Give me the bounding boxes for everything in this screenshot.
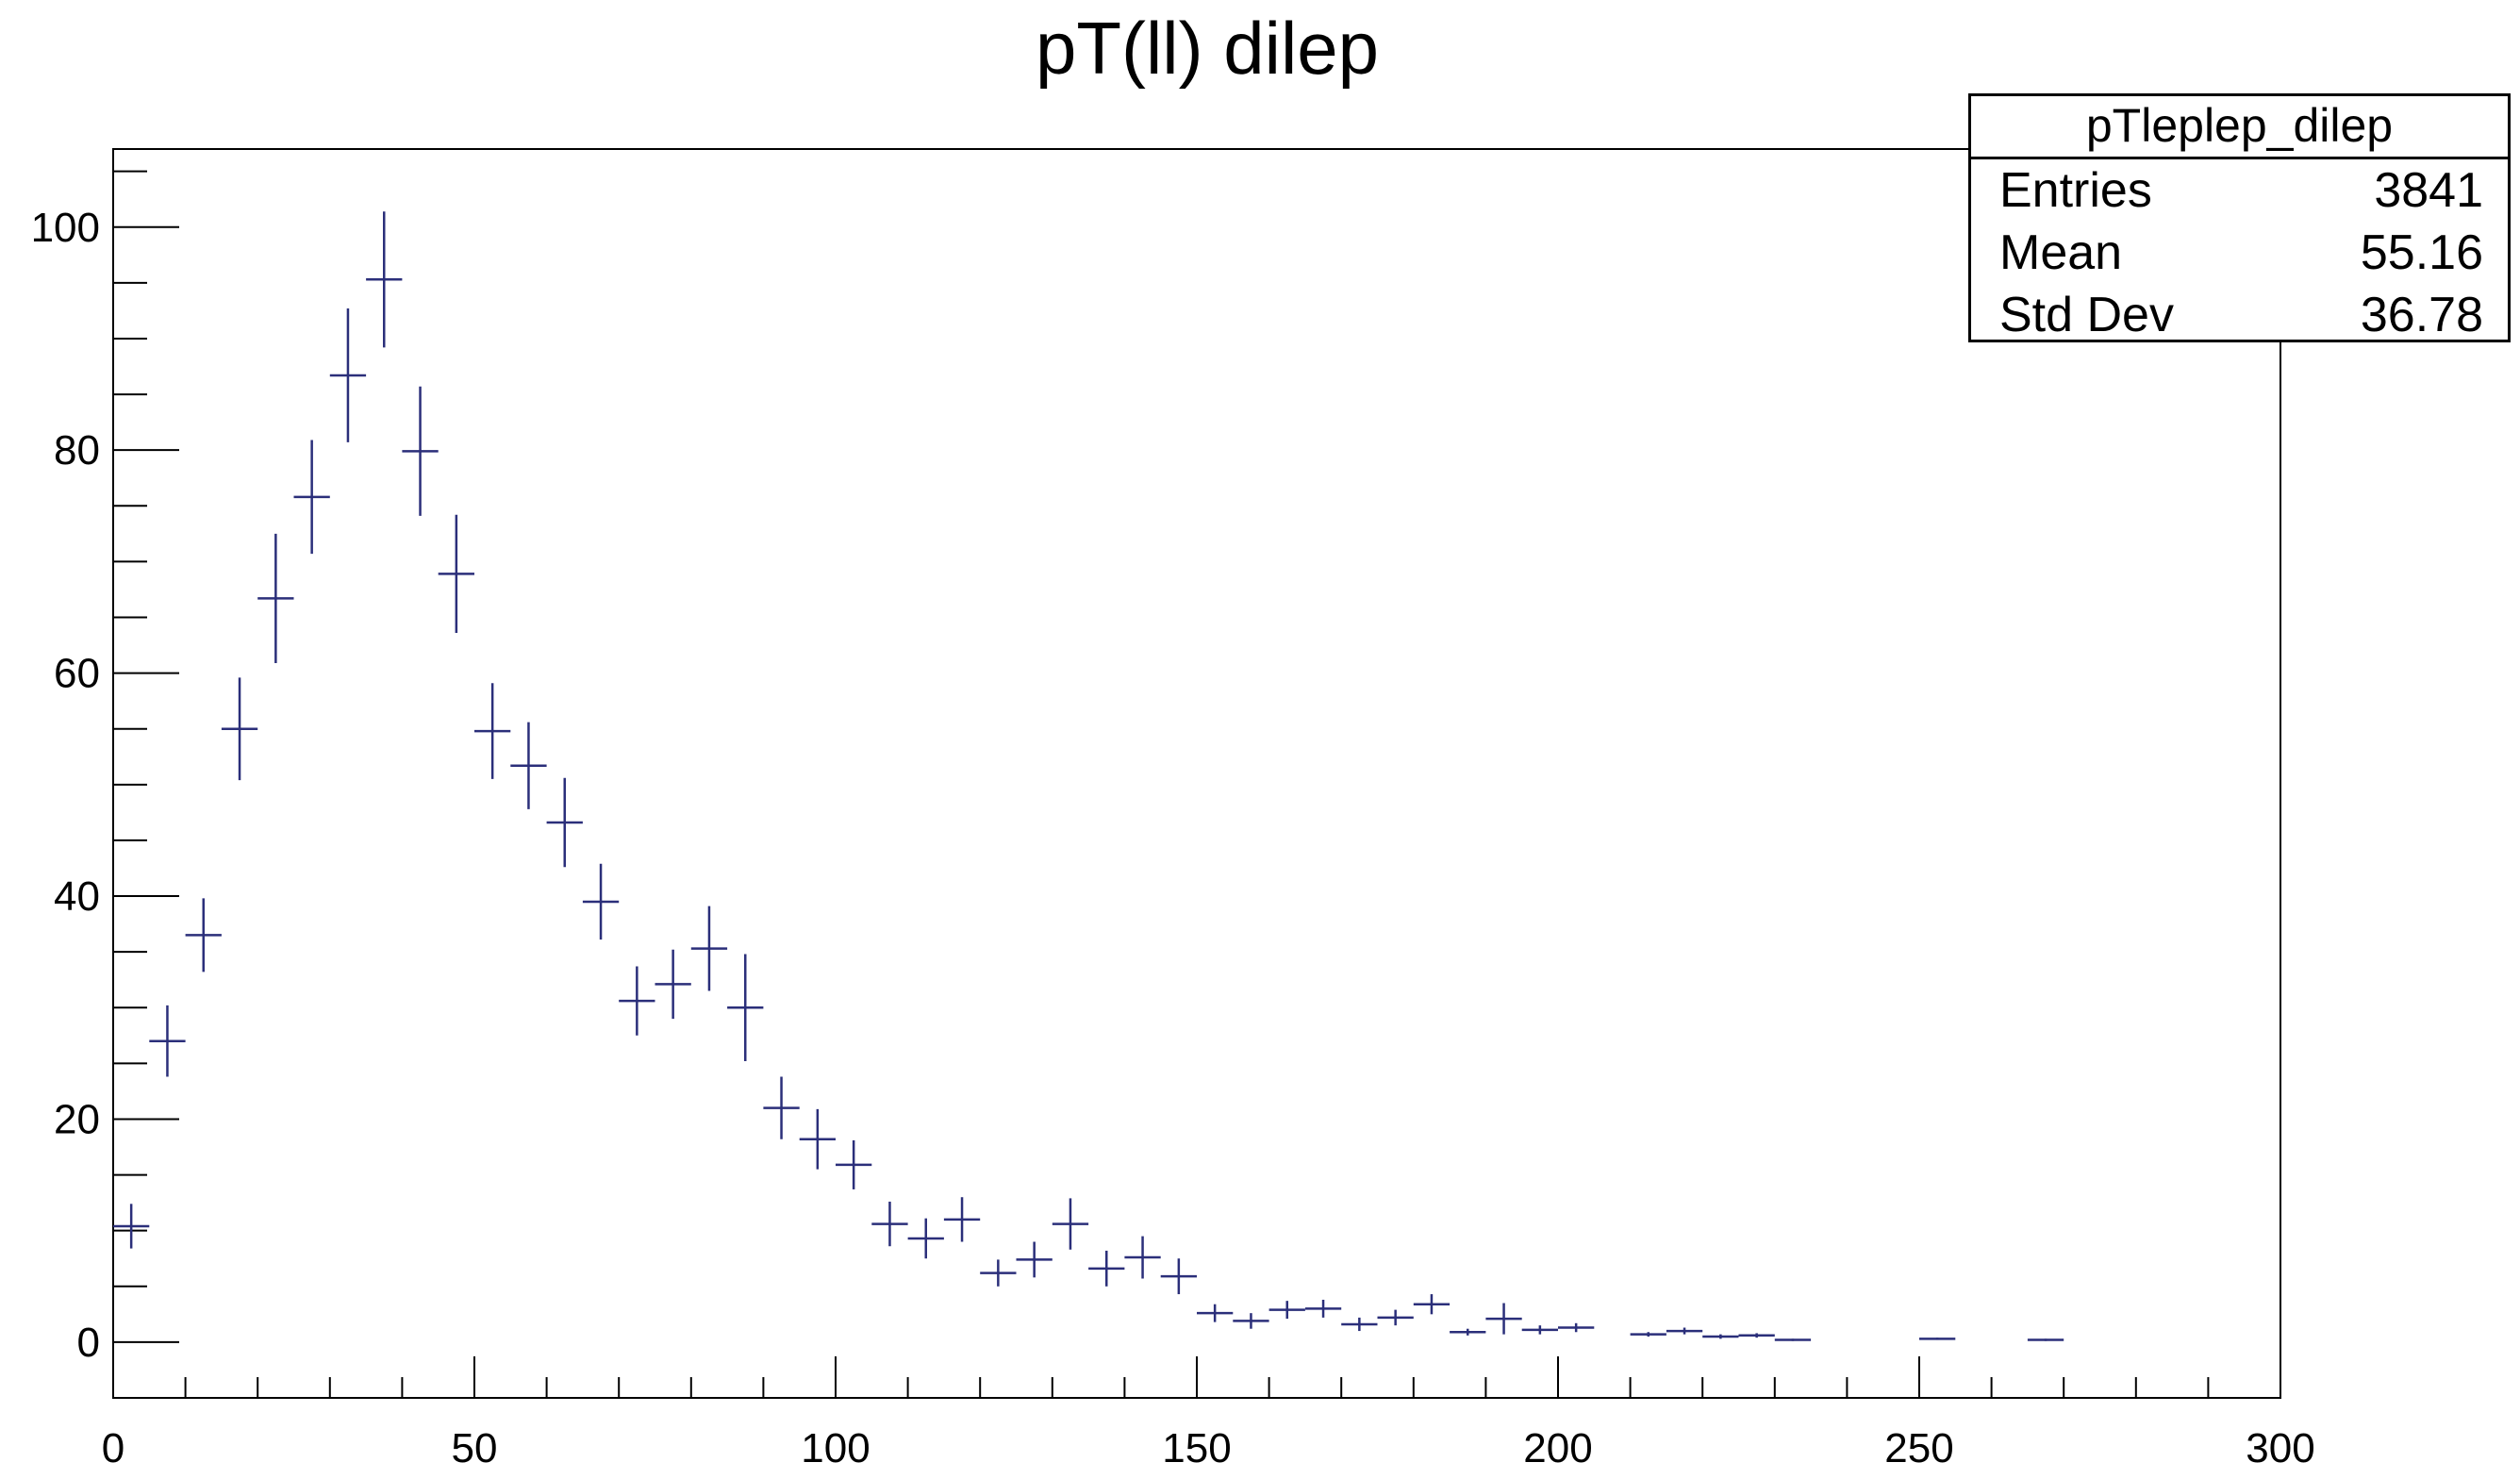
data-point: [1016, 1241, 1053, 1278]
data-point: [907, 1218, 944, 1259]
data-point: [329, 308, 367, 442]
y-tick-label: 100: [31, 205, 100, 251]
data-point: [1919, 1338, 1956, 1340]
x-tick-label: 250: [1884, 1425, 1953, 1471]
data-point: [871, 1201, 908, 1247]
data-point: [366, 211, 403, 348]
data-point: [1160, 1258, 1197, 1295]
data-point: [1630, 1332, 1666, 1337]
data-point: [1774, 1338, 1812, 1341]
data-point: [655, 949, 691, 1020]
data-point: [1304, 1299, 1342, 1318]
y-tick-label: 80: [54, 427, 100, 474]
data-point: [799, 1108, 836, 1170]
data-point: [619, 966, 655, 1036]
stats-value: 36.78: [2360, 288, 2483, 342]
data-point: [402, 386, 439, 516]
data-point: [1377, 1309, 1414, 1326]
data-point: [185, 898, 222, 972]
data-point: [727, 954, 764, 1061]
data-point: [113, 1204, 150, 1249]
x-tick-label: 100: [801, 1425, 870, 1471]
data-point: [1052, 1198, 1089, 1250]
data-point: [582, 863, 620, 940]
data-point: [1197, 1304, 1234, 1322]
data-point: [546, 777, 583, 868]
data-point: [474, 683, 511, 779]
data-point: [1233, 1313, 1269, 1329]
stats-row-stddev: Std Dev 36.78: [1971, 284, 2508, 346]
x-tick-label: 300: [2246, 1425, 2314, 1471]
data-point: [1341, 1317, 1378, 1332]
chart-title: pT(ll) dilep: [1035, 7, 1380, 90]
data-point: [149, 1005, 186, 1077]
data-point: [1702, 1334, 1739, 1339]
plot-frame: [112, 148, 2281, 1399]
data-point: [690, 906, 728, 991]
data-point: [438, 514, 474, 634]
data-point: [763, 1076, 800, 1139]
data-point: [1088, 1250, 1125, 1287]
data-point: [836, 1139, 872, 1189]
data-point: [1738, 1333, 1775, 1338]
data-point: [2027, 1338, 2064, 1341]
x-tick-label: 0: [102, 1425, 124, 1471]
data-point: [257, 533, 294, 663]
y-tick-label: 20: [54, 1096, 100, 1142]
y-tick-label: 0: [77, 1320, 100, 1366]
data-point: [293, 440, 330, 555]
data-point: [980, 1259, 1017, 1287]
data-point: [1485, 1303, 1522, 1335]
x-tick-label: 50: [452, 1425, 498, 1471]
stats-label: Entries: [1999, 163, 2152, 218]
stats-label: Std Dev: [1999, 288, 2174, 342]
stats-row-mean: Mean 55.16: [1971, 222, 2508, 284]
x-tick-label: 200: [1523, 1425, 1592, 1471]
stats-box: pTleplep_dilep Entries 3841 Mean 55.16 S…: [1968, 93, 2511, 342]
stats-histogram-name: pTleplep_dilep: [1971, 96, 2508, 159]
data-point: [1124, 1236, 1161, 1279]
stats-label: Mean: [1999, 225, 2123, 280]
data-point: [1413, 1294, 1451, 1315]
data-point: [1666, 1327, 1703, 1335]
data-point: [221, 677, 258, 781]
data-point: [943, 1197, 981, 1242]
stats-value: 55.16: [2360, 225, 2483, 280]
data-point: [1521, 1325, 1558, 1335]
x-tick-label: 150: [1162, 1425, 1231, 1471]
stats-row-entries: Entries 3841: [1971, 159, 2508, 222]
y-tick-label: 60: [54, 651, 100, 697]
data-point: [1558, 1322, 1595, 1333]
stats-value: 3841: [2374, 163, 2483, 218]
data-point: [1268, 1301, 1305, 1320]
data-point: [1450, 1328, 1486, 1336]
data-point: [510, 722, 547, 809]
y-tick-label: 40: [54, 873, 100, 920]
